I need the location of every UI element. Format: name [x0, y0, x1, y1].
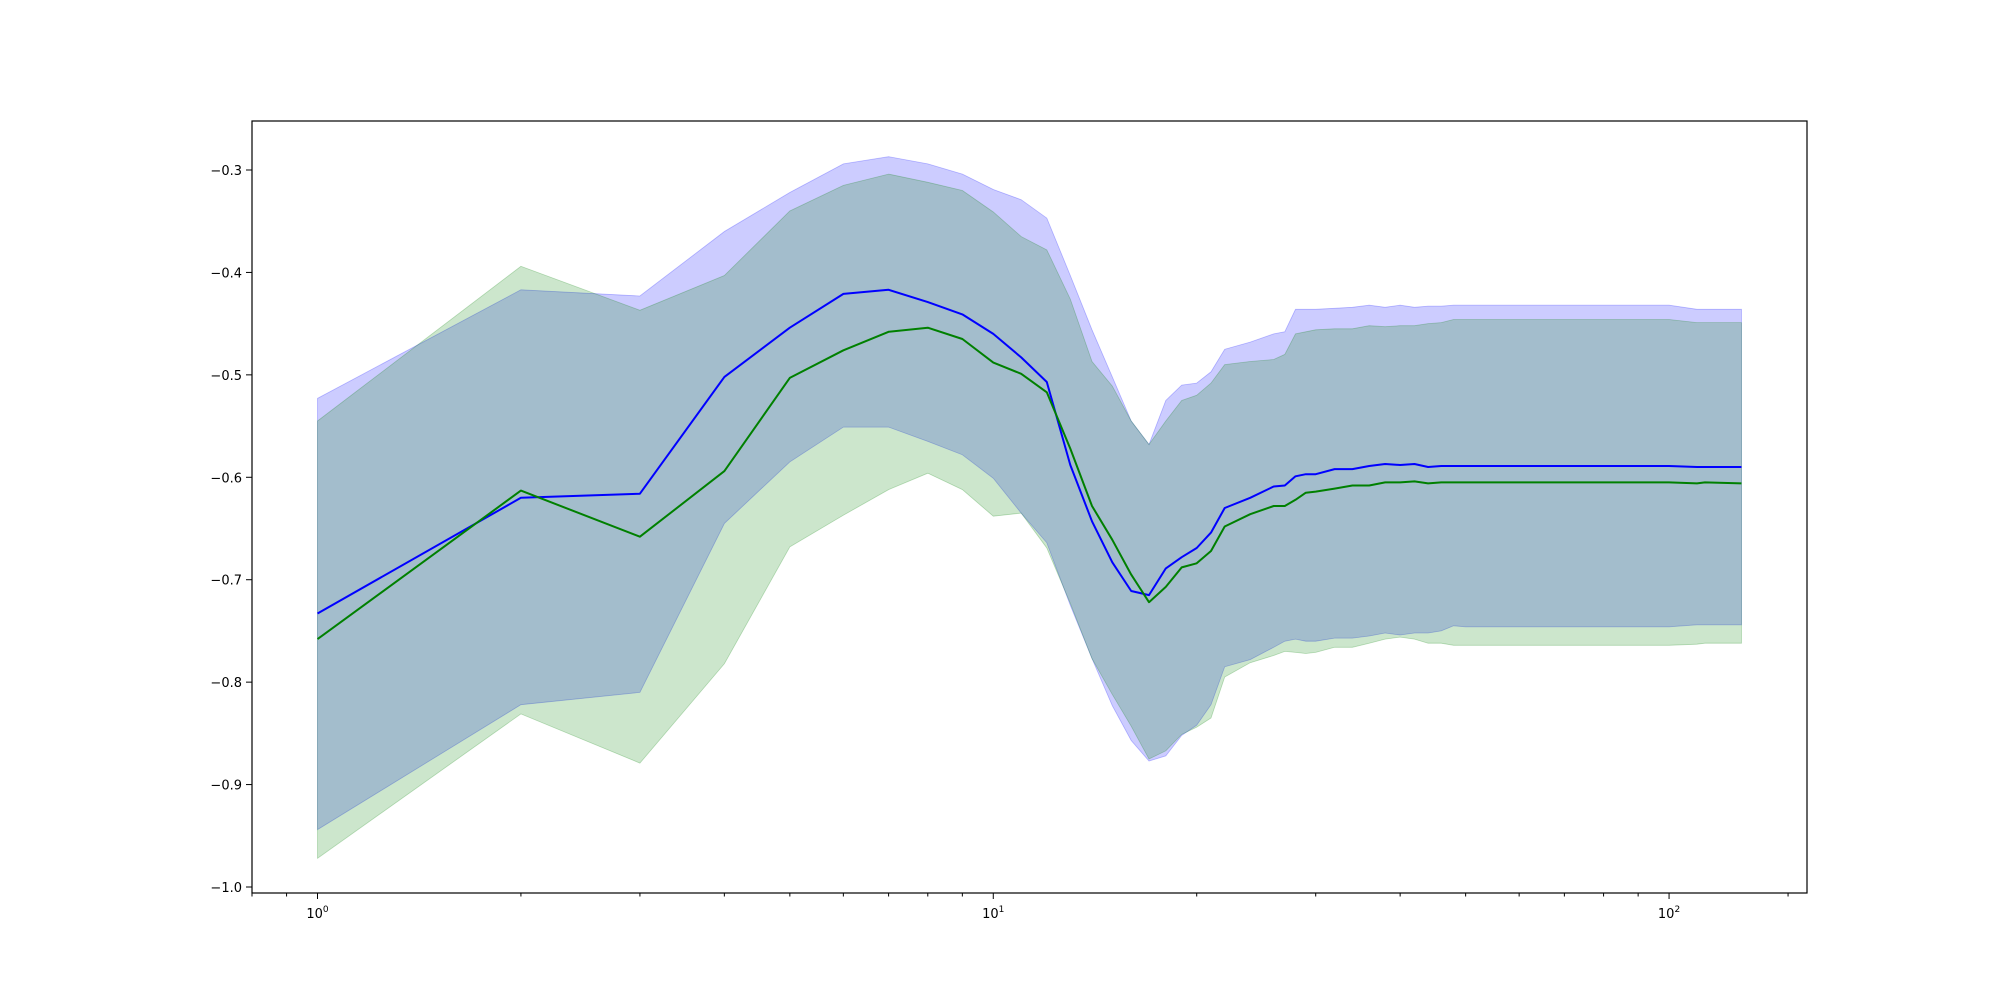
y-tick-label: −0.9	[210, 779, 242, 794]
y-tick-label: −1.0	[210, 881, 242, 896]
x-tick-label: 102	[1658, 905, 1680, 922]
y-axis: −0.3 −0.4 −0.5 −0.6 −0.7 −0.8 −0.9 −1.0	[210, 164, 252, 896]
confidence-band-1	[317, 156, 1742, 831]
series-line-2	[316, 326, 1742, 640]
series-lines	[316, 288, 1742, 640]
y-tick-label: −0.4	[210, 266, 242, 281]
series-line-1	[317, 288, 1742, 615]
x-tick-label: 101	[982, 905, 1004, 922]
y-tick-label: −0.7	[210, 574, 242, 589]
x-tick-label: 100	[306, 905, 329, 922]
plot-area-frame	[251, 120, 1808, 894]
y-tick-label: −0.8	[210, 676, 242, 691]
y-tick-label: −0.5	[210, 369, 242, 384]
y-tick-label: −0.3	[210, 164, 242, 179]
confidence-band-2	[317, 173, 1742, 860]
y-tick-label: −0.6	[210, 471, 242, 486]
x-axis: 100 101 102	[251, 893, 1789, 922]
confidence-bands	[317, 156, 1742, 860]
